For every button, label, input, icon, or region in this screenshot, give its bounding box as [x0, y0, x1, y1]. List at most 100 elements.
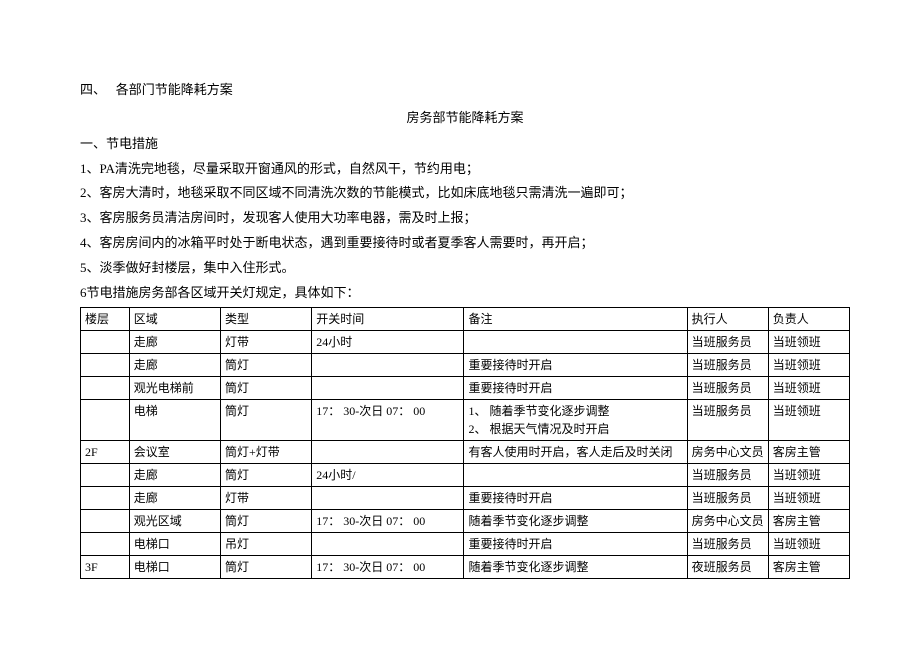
table-row: 走廊筒灯 重要接待时开启当班服务员当班领班: [81, 354, 850, 377]
table-row: 电梯筒灯17： 30-次日 07： 001、 随着季节变化逐步调整 2、 根据天…: [81, 400, 850, 441]
cell-area: 电梯口: [129, 533, 220, 556]
col-remark: 备注: [464, 308, 687, 331]
table-row: 观光区域筒灯17： 30-次日 07： 00随着季节变化逐步调整房务中心文员客房…: [81, 510, 850, 533]
cell-remark: 重要接待时开启: [464, 533, 687, 556]
cell-exec: 当班服务员: [687, 464, 768, 487]
col-area: 区域: [129, 308, 220, 331]
cell-exec: 当班服务员: [687, 331, 768, 354]
table-row: 电梯口吊灯 重要接待时开启当班服务员当班领班: [81, 533, 850, 556]
bullet: 5、淡季做好封楼层，集中入住形式。: [80, 258, 850, 279]
bullet: 1、PA清洗完地毯，尽量采取开窗通风的形式，自然风干，节约用电；: [80, 159, 850, 180]
document-page: 四、 各部门节能降耗方案 房务部节能降耗方案 一、节电措施 1、PA清洗完地毯，…: [0, 0, 920, 579]
cell-resp: 客房主管: [768, 556, 849, 579]
cell-exec: 当班服务员: [687, 487, 768, 510]
cell-area: 走廊: [129, 354, 220, 377]
table-body: 走廊灯带24小时当班服务员当班领班走廊筒灯重要接待时开启当班服务员当班领班观光电…: [81, 331, 850, 579]
cell-remark: 随着季节变化逐步调整: [464, 510, 687, 533]
cell-resp: 当班领班: [768, 464, 849, 487]
cell-time: [312, 377, 464, 400]
cell-remark: 重要接待时开启: [464, 354, 687, 377]
cell-exec: 房务中心文员: [687, 510, 768, 533]
cell-type: 灯带: [220, 487, 311, 510]
cell-time: 24小时: [312, 331, 464, 354]
cell-resp: 当班领班: [768, 377, 849, 400]
cell-resp: 客房主管: [768, 441, 849, 464]
table-row: 2F会议室筒灯+灯带 有客人使用时开启，客人走后及时关闭房务中心文员客房主管: [81, 441, 850, 464]
col-floor: 楼层: [81, 308, 130, 331]
cell-remark: 有客人使用时开启，客人走后及时关闭: [464, 441, 687, 464]
cell-time: [312, 354, 464, 377]
cell-time: [312, 441, 464, 464]
cell-resp: 当班领班: [768, 533, 849, 556]
table-row: 观光电梯前筒灯 重要接待时开启当班服务员当班领班: [81, 377, 850, 400]
bullet: 6节电措施房务部各区域开关灯规定，具体如下：: [80, 283, 850, 304]
cell-area: 观光电梯前: [129, 377, 220, 400]
cell-resp: 当班领班: [768, 354, 849, 377]
cell-remark: 随着季节变化逐步调整: [464, 556, 687, 579]
cell-remark: [464, 464, 687, 487]
cell-floor: [81, 533, 130, 556]
table-row: 走廊灯带24小时 当班服务员当班领班: [81, 331, 850, 354]
cell-exec: 当班服务员: [687, 354, 768, 377]
schedule-table: 楼层 区域 类型 开关时间 备注 执行人 负责人 走廊灯带24小时当班服务员当班…: [80, 307, 850, 579]
cell-exec: 当班服务员: [687, 533, 768, 556]
cell-time: [312, 533, 464, 556]
cell-area: 走廊: [129, 331, 220, 354]
col-resp: 负责人: [768, 308, 849, 331]
table-row: 3F电梯口筒灯17： 30-次日 07： 00随着季节变化逐步调整夜班服务员客房…: [81, 556, 850, 579]
cell-time: [312, 487, 464, 510]
cell-exec: 夜班服务员: [687, 556, 768, 579]
table-header-row: 楼层 区域 类型 开关时间 备注 执行人 负责人: [81, 308, 850, 331]
cell-area: 电梯: [129, 400, 220, 441]
cell-remark: [464, 331, 687, 354]
cell-type: 灯带: [220, 331, 311, 354]
cell-resp: 当班领班: [768, 400, 849, 441]
cell-area: 观光区域: [129, 510, 220, 533]
cell-floor: [81, 400, 130, 441]
cell-area: 电梯口: [129, 556, 220, 579]
cell-area: 走廊: [129, 487, 220, 510]
cell-floor: [81, 487, 130, 510]
cell-resp: 客房主管: [768, 510, 849, 533]
cell-type: 筒灯+灯带: [220, 441, 311, 464]
cell-exec: 当班服务员: [687, 400, 768, 441]
col-exec: 执行人: [687, 308, 768, 331]
cell-type: 筒灯: [220, 510, 311, 533]
cell-resp: 当班领班: [768, 331, 849, 354]
cell-floor: [81, 464, 130, 487]
col-type: 类型: [220, 308, 311, 331]
subtitle: 房务部节能降耗方案: [80, 107, 850, 126]
cell-type: 筒灯: [220, 377, 311, 400]
cell-floor: [81, 377, 130, 400]
table-row: 走廊筒灯24小时/当班服务员当班领班: [81, 464, 850, 487]
cell-time: 17： 30-次日 07： 00: [312, 400, 464, 441]
cell-type: 筒灯: [220, 400, 311, 441]
bullet: 2、客房大清时，地毯采取不同区域不同清洗次数的节能模式，比如床底地毯只需清洗一遍…: [80, 183, 850, 204]
cell-remark: 重要接待时开启: [464, 487, 687, 510]
cell-resp: 当班领班: [768, 487, 849, 510]
cell-remark: 重要接待时开启: [464, 377, 687, 400]
cell-area: 走廊: [129, 464, 220, 487]
col-time: 开关时间: [312, 308, 464, 331]
cell-type: 筒灯: [220, 354, 311, 377]
cell-type: 筒灯: [220, 464, 311, 487]
cell-floor: [81, 510, 130, 533]
bullet: 4、客房房间内的冰箱平时处于断电状态，遇到重要接待时或者夏季客人需要时，再开启；: [80, 233, 850, 254]
cell-time: 17： 30-次日 07： 00: [312, 556, 464, 579]
cell-floor: 3F: [81, 556, 130, 579]
section-heading: 四、 各部门节能降耗方案: [80, 80, 850, 101]
cell-area: 会议室: [129, 441, 220, 464]
section1-title: 一、节电措施: [80, 134, 850, 155]
cell-remark: 1、 随着季节变化逐步调整 2、 根据天气情况及时开启: [464, 400, 687, 441]
cell-exec: 房务中心文员: [687, 441, 768, 464]
cell-floor: 2F: [81, 441, 130, 464]
cell-type: 筒灯: [220, 556, 311, 579]
bullet: 3、客房服务员清洁房间时，发现客人使用大功率电器，需及时上报；: [80, 208, 850, 229]
cell-time: 24小时/: [312, 464, 464, 487]
table-row: 走廊灯带 重要接待时开启当班服务员当班领班: [81, 487, 850, 510]
cell-floor: [81, 331, 130, 354]
cell-time: 17： 30-次日 07： 00: [312, 510, 464, 533]
cell-floor: [81, 354, 130, 377]
cell-exec: 当班服务员: [687, 377, 768, 400]
cell-type: 吊灯: [220, 533, 311, 556]
